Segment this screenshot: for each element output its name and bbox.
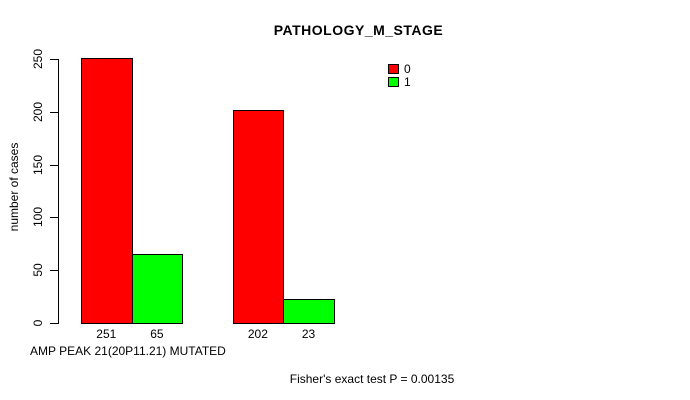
y-tick-label: 50: [31, 263, 45, 277]
y-axis-label: number of cases: [7, 142, 21, 232]
bar-series-0-group-1: [232, 109, 285, 324]
legend-label-0: 0: [404, 62, 411, 76]
y-tick-mark: [50, 270, 58, 272]
bar-count-label: 251: [96, 327, 117, 341]
y-tick-mark: [50, 217, 58, 219]
bar-series-0-group-0: [81, 57, 133, 324]
legend-entry-0: 0: [388, 63, 411, 75]
legend-label-1: 1: [404, 75, 411, 89]
bar-series-1-group-0: [131, 254, 184, 324]
bar-count-label: 23: [301, 327, 316, 341]
y-tick-label: 0: [31, 319, 45, 327]
y-tick-label: 200: [31, 101, 45, 122]
y-tick-label: 250: [31, 48, 45, 70]
legend-swatch-red-icon: [388, 64, 399, 74]
y-tick-mark: [50, 164, 58, 166]
y-axis-line: [58, 59, 59, 324]
fisher-test-annotation: Fisher's exact test P = 0.00135: [289, 372, 455, 386]
bar-count-label: 65: [150, 327, 164, 341]
y-tick-mark: [50, 323, 58, 324]
y-tick-mark: [50, 59, 58, 60]
y-tick-mark: [50, 111, 58, 113]
y-tick-label: 150: [31, 154, 45, 175]
y-tick-label: 100: [31, 207, 45, 228]
legend: 0 1: [388, 63, 411, 89]
bar-series-1-group-1: [283, 298, 335, 324]
chart-title: PATHOLOGY_M_STAGE: [273, 22, 444, 38]
x-axis-label: AMP PEAK 21(20P11.21) MUTATED: [30, 344, 226, 358]
legend-entry-1: 1: [388, 76, 411, 88]
bar-count-label: 202: [247, 327, 268, 341]
legend-swatch-green-icon: [388, 77, 399, 87]
